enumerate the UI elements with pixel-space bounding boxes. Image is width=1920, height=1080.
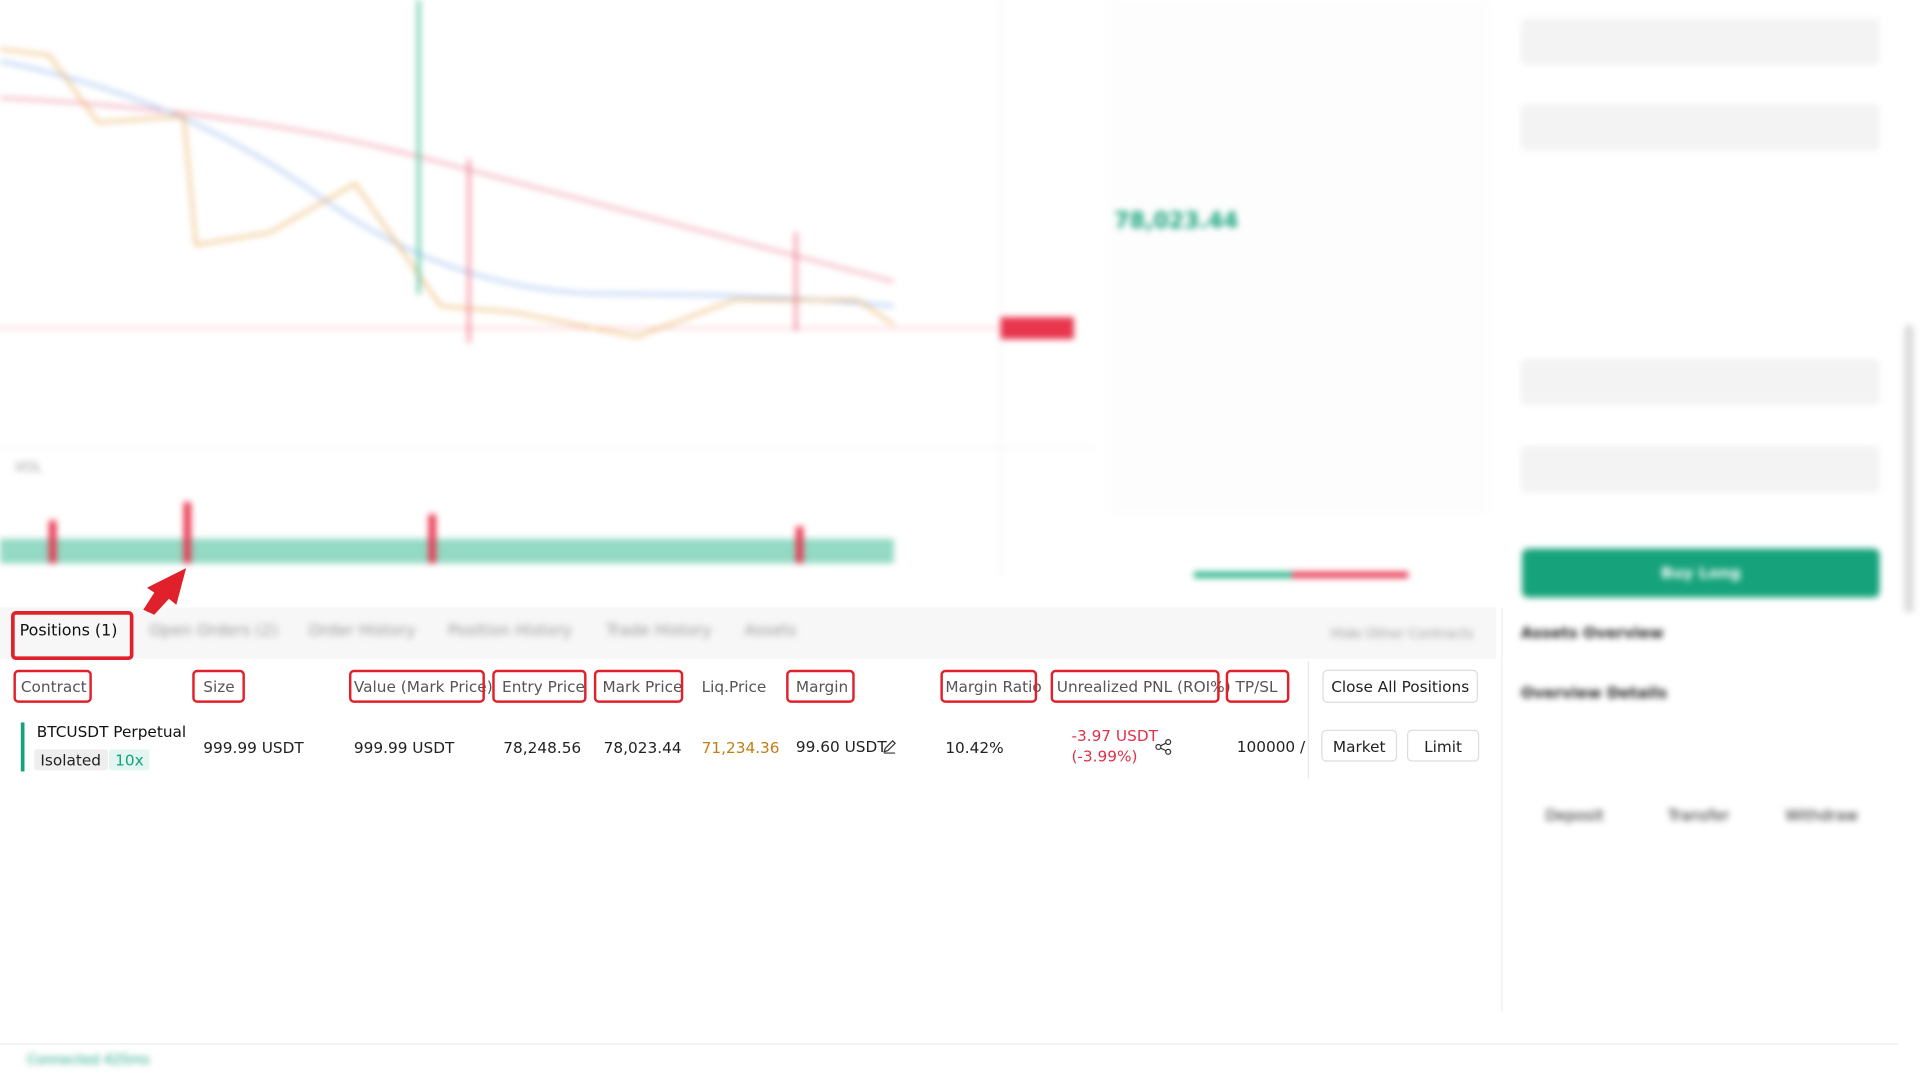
highlight [13, 669, 92, 703]
highlight [492, 669, 587, 703]
withdraw-button[interactable]: Withdraw [1785, 805, 1858, 825]
tab[interactable]: Open Orders (2) [149, 622, 279, 641]
transfer-button[interactable]: Transfer [1667, 805, 1730, 825]
highlight [348, 669, 485, 703]
column-header: Contract [20, 677, 87, 696]
liq-price: 71,234.36 [701, 738, 780, 757]
column-header: Margin [795, 677, 849, 696]
buy-long-button[interactable]: Buy Long [1660, 563, 1741, 582]
highlight [11, 611, 134, 661]
mark-price: 78,023.44 [603, 738, 682, 757]
size: 999.99 USDT [203, 738, 304, 757]
tab[interactable]: Assets [744, 622, 797, 641]
margin-mode: Isolated [34, 749, 108, 771]
column-header: Liq.Price [701, 677, 767, 696]
tab[interactable]: Order History [308, 622, 416, 641]
column-header: Unrealized PNL (ROI%) [1056, 677, 1231, 696]
divider [1307, 661, 1309, 779]
tab[interactable]: Position History [448, 622, 572, 641]
entry-price: 78,248.56 [503, 738, 582, 757]
connection-status: Connected 425ms [26, 1051, 150, 1068]
value: 999.99 USDT [353, 738, 455, 757]
column-header: Value (Mark Price) [353, 677, 493, 696]
highlight [192, 669, 245, 703]
margin-ratio: 10.42% [945, 738, 1004, 757]
column-header: Size [203, 677, 235, 696]
volume-label: VOL [14, 459, 42, 476]
limit-close-button[interactable]: Limit [1406, 729, 1480, 762]
roi: (-3.99%) [1071, 746, 1138, 766]
tab[interactable]: Positions (1) [19, 622, 118, 641]
column-header: Entry Price [502, 677, 585, 696]
arrow [143, 568, 187, 615]
status-bar [0, 1043, 1898, 1080]
highlight [1050, 669, 1220, 703]
edit-icon[interactable] [882, 738, 898, 754]
tpsl: 100000 / [1236, 737, 1306, 756]
column-header: Margin Ratio [945, 677, 1042, 696]
column-header: Mark Price [602, 677, 683, 696]
overview-title: Overview Details [1520, 683, 1668, 702]
tab[interactable]: Trade History [606, 622, 712, 641]
margin: 99.60 USDT [795, 737, 887, 756]
pnl: -3.97 USDT [1071, 726, 1158, 745]
panel-divider [1501, 607, 1503, 1012]
highlight [1225, 669, 1290, 703]
assets-tab[interactable]: Assets Overview [1520, 623, 1664, 642]
share-icon[interactable] [1155, 738, 1172, 755]
deposit-button[interactable]: Deposit [1545, 805, 1604, 825]
long-indicator [20, 722, 25, 772]
highlight [786, 669, 855, 703]
market-close-button[interactable]: Market [1321, 729, 1398, 762]
tab-bar [0, 607, 1497, 659]
leverage: 10x [108, 749, 150, 771]
hide-other-toggle[interactable]: Hide Other Contracts [1331, 625, 1474, 642]
last-price: 78,023.44 [1114, 208, 1239, 234]
chart-area [0, 0, 1914, 613]
highlight [940, 669, 1038, 703]
highlight [593, 669, 684, 703]
contract-name: BTCUSDT Perpetual [36, 722, 187, 741]
column-header: TP/SL [1235, 677, 1278, 696]
close-all-button[interactable]: Close All Positions [1322, 669, 1478, 703]
